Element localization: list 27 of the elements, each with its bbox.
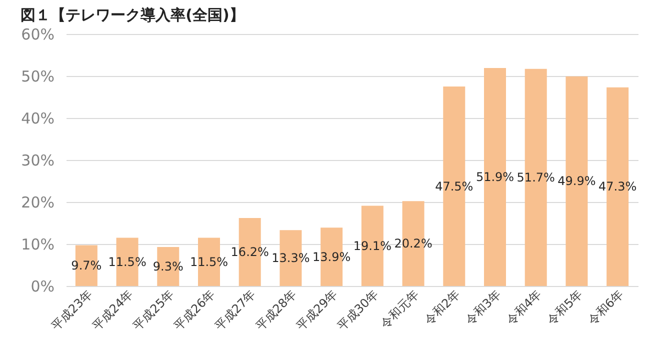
x-tick-label: 令和6年 — [585, 287, 626, 328]
data-label: 11.5% — [108, 254, 146, 269]
data-label: 51.7% — [516, 170, 555, 184]
data-label: 9.3% — [152, 259, 184, 274]
x-tick-label: 令和4年 — [504, 287, 544, 328]
data-label: 47.3% — [598, 180, 637, 194]
y-tick-label: 20% — [21, 194, 54, 212]
data-label: 49.9% — [558, 174, 596, 188]
y-tick-label: 0% — [30, 278, 54, 296]
x-tick-label: 令和3年 — [462, 287, 504, 328]
data-label: 20.2% — [394, 236, 432, 251]
data-label: 11.5% — [190, 254, 228, 269]
chart-title: 図１【テレワーク導入率(全国)】 — [20, 6, 244, 24]
y-tick-label: 10% — [21, 236, 54, 254]
y-tick-label: 40% — [21, 110, 54, 128]
data-label: 51.9% — [476, 170, 514, 184]
data-label: 9.7% — [71, 258, 102, 273]
data-label: 16.2% — [230, 244, 269, 259]
y-tick-label: 50% — [21, 68, 54, 86]
data-label: 13.3% — [272, 251, 310, 266]
y-tick-label: 60% — [21, 26, 54, 44]
y-tick-label: 30% — [21, 152, 54, 170]
data-label: 19.1% — [353, 238, 392, 253]
x-tick-label: 令和2年 — [422, 287, 463, 328]
data-label: 13.9% — [312, 250, 351, 264]
data-label: 47.5% — [435, 179, 474, 194]
x-tick-label: 令和5年 — [544, 287, 586, 328]
